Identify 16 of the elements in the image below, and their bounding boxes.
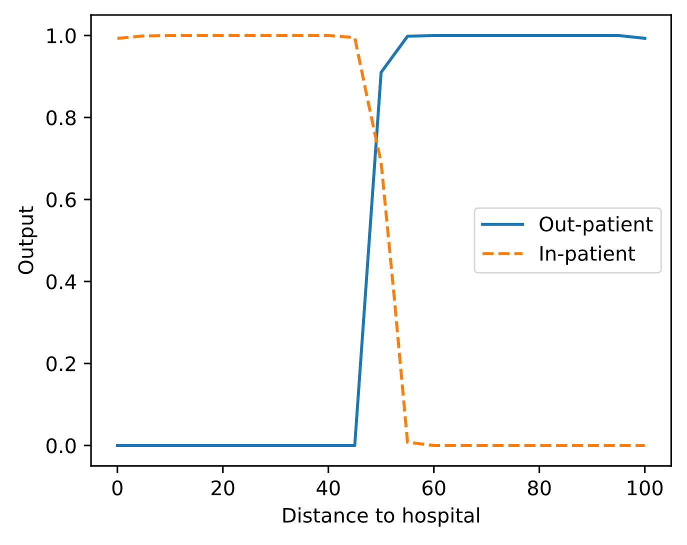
x-tick-label: 40 (316, 480, 340, 496)
y-axis-title: Output (18, 206, 38, 274)
y-tick-label: 0.2 (46, 356, 76, 372)
x-tick-label: 80 (528, 480, 551, 496)
y-tick-label: 0.4 (46, 274, 76, 290)
y-tick-label: 0.8 (46, 110, 76, 126)
x-tick-label: 0 (112, 480, 122, 496)
x-tick-label: 20 (212, 480, 234, 496)
y-tick-label: 0.0 (46, 438, 76, 454)
x-axis-title: Distance to hospital (283, 507, 479, 527)
x-tick-label: 60 (422, 480, 446, 496)
y-tick-label: 0.6 (46, 192, 76, 208)
legend-label: In-patient (540, 245, 636, 265)
x-tick-label: 100 (628, 480, 663, 496)
legend-label: Out-patient (540, 216, 653, 236)
y-tick-label: 1.0 (47, 28, 76, 44)
